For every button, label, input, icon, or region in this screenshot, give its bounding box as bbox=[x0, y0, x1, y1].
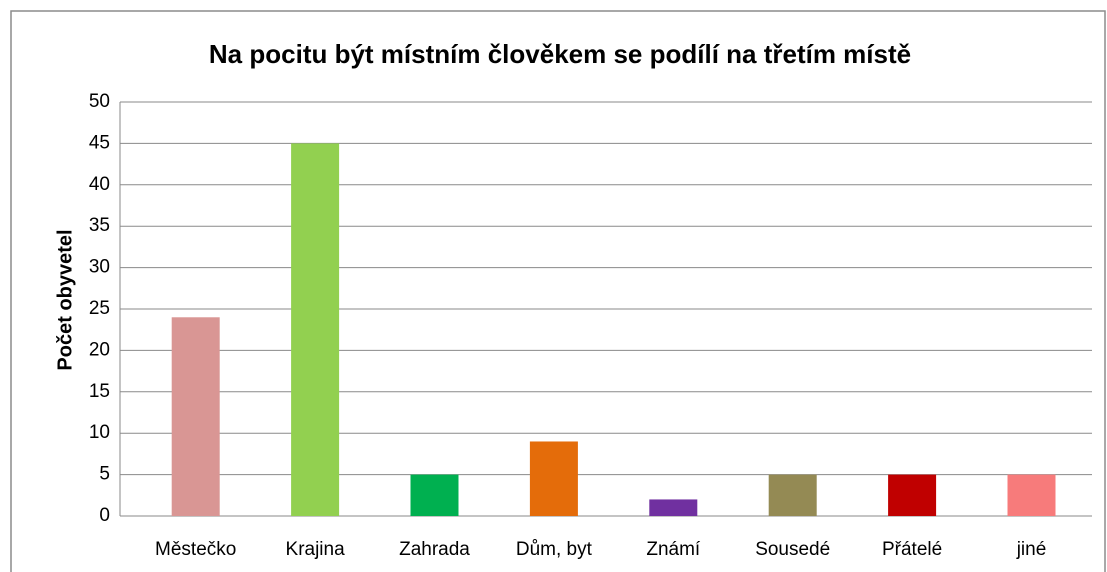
x-tick-label: Sousedé bbox=[755, 539, 830, 560]
bar bbox=[291, 143, 340, 516]
y-tick-label: 35 bbox=[89, 215, 110, 236]
bar bbox=[649, 499, 698, 516]
y-tick-label: 30 bbox=[89, 257, 110, 278]
bar bbox=[529, 441, 578, 516]
y-tick-label: 25 bbox=[89, 298, 110, 319]
y-axis-label: Počet obyvetel bbox=[54, 229, 76, 370]
bar bbox=[410, 474, 459, 516]
x-tick-label: Městečko bbox=[155, 539, 236, 560]
y-tick-label: 45 bbox=[89, 132, 110, 153]
y-tick-label: 0 bbox=[99, 505, 110, 526]
bar bbox=[768, 474, 817, 516]
x-tick-label: Známí bbox=[646, 539, 701, 560]
y-tick-label: 50 bbox=[89, 91, 110, 112]
y-tick-label: 5 bbox=[99, 464, 110, 485]
x-tick-label: Přátelé bbox=[882, 539, 942, 560]
bar bbox=[171, 317, 220, 516]
y-tick-label: 10 bbox=[89, 422, 110, 443]
y-tick-label: 15 bbox=[89, 381, 110, 402]
x-tick-label: jiné bbox=[1016, 539, 1047, 560]
bar bbox=[888, 474, 937, 516]
y-tick-label: 40 bbox=[89, 174, 110, 195]
bar bbox=[1007, 474, 1056, 516]
x-tick-label: Zahrada bbox=[399, 539, 470, 560]
chart-title: Na pocitu být místním člověkem se podílí… bbox=[209, 39, 911, 69]
x-tick-label: Dům, byt bbox=[516, 539, 593, 560]
x-tick-label: Krajina bbox=[286, 539, 346, 560]
y-tick-label: 20 bbox=[89, 339, 110, 360]
